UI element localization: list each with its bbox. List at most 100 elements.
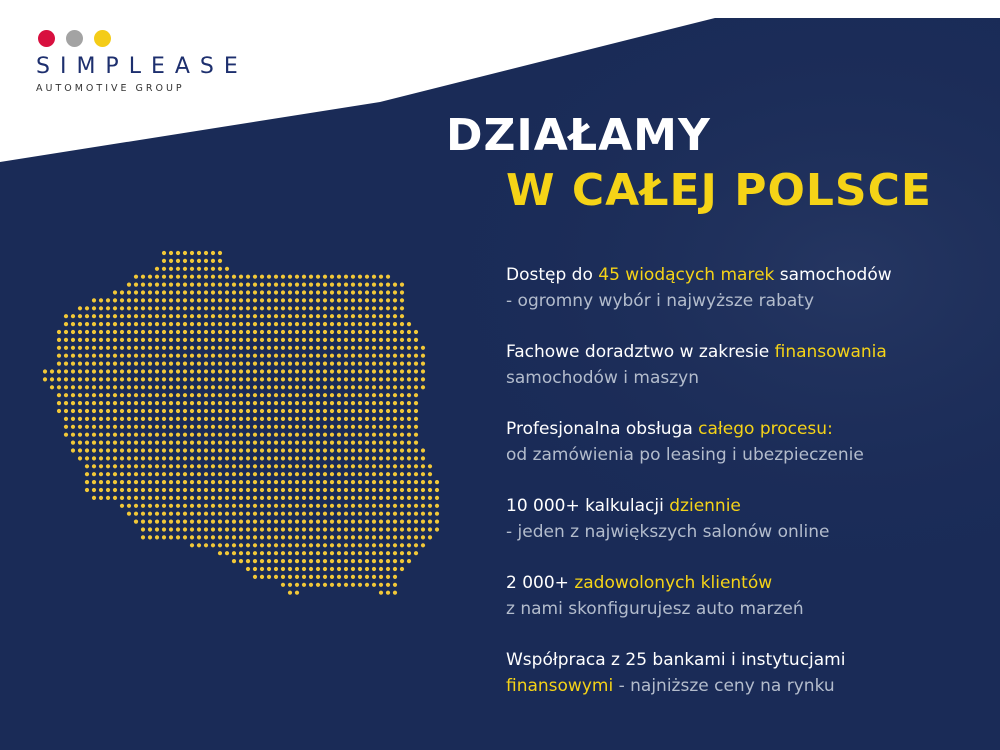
- map-dot: [273, 314, 279, 319]
- map-dot: [119, 424, 125, 429]
- map-dot: [280, 472, 286, 477]
- map-dot: [217, 274, 223, 279]
- map-dot: [364, 456, 370, 461]
- map-dot: [273, 432, 279, 437]
- map-dot: [399, 408, 405, 414]
- map-dot: [336, 274, 342, 279]
- map-dot: [294, 543, 300, 548]
- map-dot: [392, 527, 398, 532]
- map-dot: [196, 535, 202, 540]
- map-dot: [224, 440, 230, 445]
- map-dot: [252, 369, 258, 374]
- map-dot: [427, 472, 433, 477]
- map-dot: [287, 519, 293, 524]
- map-dot: [126, 345, 132, 350]
- map-dot: [420, 464, 426, 469]
- map-dot: [98, 393, 104, 398]
- map-dot: [315, 503, 321, 508]
- map-dot: [133, 282, 139, 287]
- map-dot: [252, 314, 258, 319]
- map-dot: [140, 369, 146, 374]
- map-dot: [294, 519, 300, 524]
- map-dot: [252, 480, 258, 485]
- map-dot: [322, 322, 328, 327]
- map-dot: [315, 551, 321, 556]
- map-dot: [399, 314, 405, 319]
- map-dot: [189, 377, 195, 382]
- map-dot: [322, 566, 328, 572]
- map-dot: [322, 511, 328, 516]
- map-dot: [294, 298, 300, 303]
- map-dot: [210, 282, 216, 287]
- map-dot: [238, 456, 244, 461]
- map-dot: [315, 527, 321, 532]
- map-dot: [203, 314, 209, 319]
- map-dot: [217, 416, 223, 421]
- map-dot: [420, 345, 426, 350]
- map-dot: [294, 329, 300, 335]
- map-dot: [392, 282, 398, 287]
- map-dot: [203, 472, 209, 477]
- map-dot: [168, 519, 174, 524]
- map-dot: [364, 329, 370, 335]
- map-dot: [133, 495, 139, 500]
- map-dot: [343, 432, 349, 437]
- map-dot: [168, 258, 174, 263]
- map-dot: [133, 314, 139, 319]
- map-dot: [112, 329, 118, 335]
- map-dot: [252, 377, 258, 382]
- map-dot: [231, 511, 237, 516]
- map-dot: [392, 551, 398, 556]
- map-dot: [329, 551, 335, 556]
- map-dot: [238, 487, 244, 493]
- map-dot: [133, 472, 139, 477]
- map-dot: [280, 385, 286, 390]
- map-dot: [294, 290, 300, 295]
- map-dot: [140, 401, 146, 406]
- map-dot: [147, 306, 153, 311]
- map-dot: [301, 559, 307, 564]
- map-dot: [364, 353, 370, 358]
- map-dot: [322, 543, 328, 548]
- map-dot: [287, 408, 293, 414]
- map-dot: [371, 456, 377, 461]
- map-dot: [392, 574, 398, 580]
- map-dot: [336, 337, 342, 342]
- map-dot: [133, 274, 139, 279]
- map-dot: [280, 495, 286, 500]
- map-dot: [63, 369, 69, 374]
- map-dot: [133, 385, 139, 390]
- map-dot: [308, 566, 314, 572]
- map-dot: [119, 448, 125, 453]
- map-dot: [154, 401, 160, 406]
- map-dot: [175, 306, 181, 311]
- map-dot: [245, 432, 251, 437]
- map-dot: [259, 503, 265, 508]
- map-dot: [273, 535, 279, 540]
- map-dot: [140, 495, 146, 500]
- map-dot: [231, 401, 237, 406]
- map-dot: [238, 385, 244, 390]
- map-dot: [294, 401, 300, 406]
- map-dot: [98, 480, 104, 485]
- map-dot: [252, 448, 258, 453]
- map-dot: [133, 408, 139, 414]
- map-dot: [420, 385, 426, 390]
- map-dot: [112, 353, 118, 358]
- map-dot: [266, 274, 272, 279]
- map-dot: [224, 385, 230, 390]
- map-dot: [308, 487, 314, 493]
- map-dot: [364, 345, 370, 350]
- feature-item: Fachowe doradztwo w zakresie finansowani…: [506, 339, 892, 416]
- map-dot: [385, 377, 391, 382]
- map-dot: [385, 282, 391, 287]
- map-dot: [413, 432, 419, 437]
- text: 10 000+ kalkulacji: [506, 496, 670, 516]
- map-dot: [371, 306, 377, 311]
- map-dot: [203, 408, 209, 414]
- map-dot: [378, 416, 384, 421]
- map-dot: [252, 337, 258, 342]
- map-dot: [238, 495, 244, 500]
- map-dot: [91, 495, 97, 500]
- map-dot: [245, 337, 251, 342]
